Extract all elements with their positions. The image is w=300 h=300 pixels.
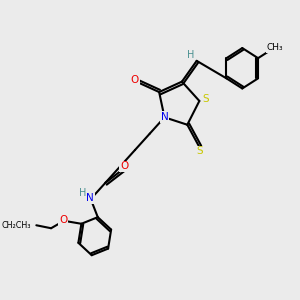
Text: O: O: [131, 75, 139, 85]
Text: H: H: [79, 188, 86, 197]
Text: CH₂CH₃: CH₂CH₃: [2, 221, 31, 230]
Text: N: N: [160, 112, 168, 122]
Text: H: H: [187, 50, 194, 61]
Text: S: S: [202, 94, 208, 104]
Text: O: O: [120, 161, 128, 171]
Text: O: O: [59, 215, 68, 225]
Text: S: S: [197, 146, 203, 157]
Text: N: N: [86, 194, 94, 203]
Text: CH₃: CH₃: [267, 43, 283, 52]
